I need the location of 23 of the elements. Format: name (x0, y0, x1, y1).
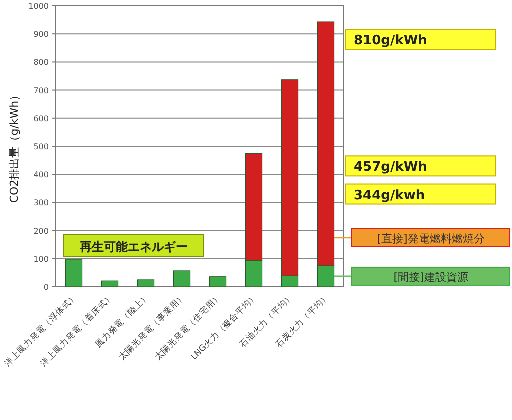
bar (101, 280, 119, 288)
text: 344g/kwh (354, 188, 426, 204)
annotation: 再生可能エネルギー (79, 240, 188, 254)
y-tick-label: 600 (34, 114, 49, 124)
y-tick-label: 100 (34, 254, 49, 264)
bar (65, 259, 83, 288)
text: [間接]建設資源 (394, 270, 468, 284)
y-tick-label: 300 (34, 198, 49, 208)
y-tick-label: 800 (34, 58, 49, 68)
bar (137, 280, 155, 288)
text: 457g/kWh (354, 160, 428, 176)
y-tick-label: 500 (34, 142, 49, 152)
text: 810g/kWh (354, 34, 428, 49)
y-tick-label: 400 (34, 170, 49, 180)
y-tick-label: 700 (34, 86, 49, 96)
y-tick-label: 0 (44, 283, 49, 292)
text: [直接]発電燃料燃焼分 (377, 232, 485, 246)
bar (209, 276, 227, 288)
y-axis-title: CO2排出量（g/kWh） (8, 90, 21, 204)
y-tick-label: 1000 (28, 2, 49, 11)
y-tick-label: 900 (34, 30, 49, 40)
y-tick-label: 200 (34, 226, 49, 236)
bar (173, 270, 191, 288)
